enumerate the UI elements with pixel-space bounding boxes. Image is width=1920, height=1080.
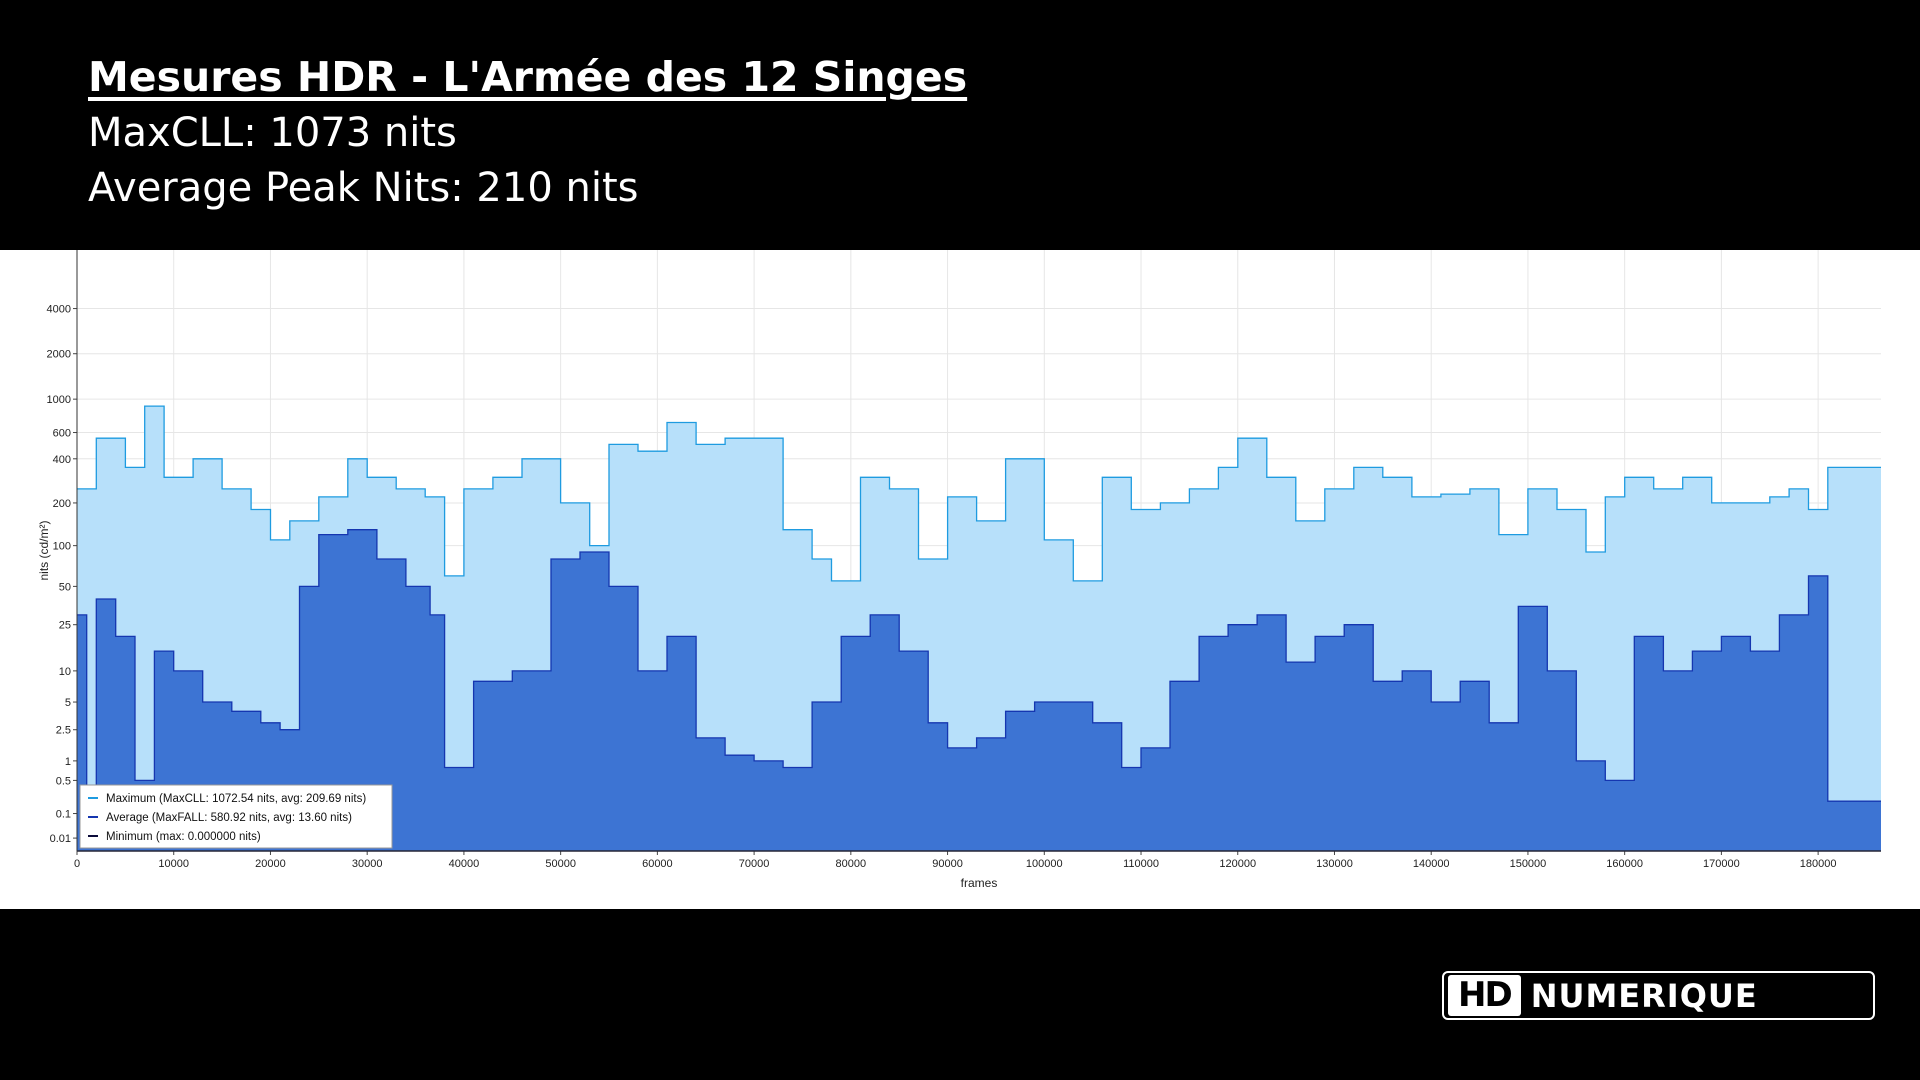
x-tick-label: 150000 xyxy=(1510,858,1547,870)
x-tick-label: 80000 xyxy=(836,858,867,870)
y-tick-label: 400 xyxy=(53,454,71,466)
y-tick-label: 1000 xyxy=(47,394,71,406)
hdr-chart-panel: 0.01 0.1 0.5 1 2.5 5 10 25 50 100 200 400 600 1000 200… xyxy=(0,250,1920,909)
x-tick-label: 0 xyxy=(74,858,80,870)
y-tick-label: 50 xyxy=(59,581,71,593)
maxcll-stat: MaxCLL: 1073 nits xyxy=(88,110,457,156)
x-tick-label: 120000 xyxy=(1219,858,1256,870)
hdr-luminance-chart: 0.01 0.1 0.5 1 2.5 5 10 25 50 100 200 400 600 1000 200… xyxy=(37,250,1881,890)
y-tick-label: 1 xyxy=(65,756,71,768)
average-series-area xyxy=(77,529,1881,851)
y-tick-label: 600 xyxy=(53,428,71,440)
average-peak-nits-stat: Average Peak Nits: 210 nits xyxy=(88,165,639,211)
x-tick-label: 170000 xyxy=(1703,858,1740,870)
y-tick-label: 100 xyxy=(53,541,71,553)
y-tick-label: 200 xyxy=(53,498,71,510)
x-tick-label: 110000 xyxy=(1123,858,1159,870)
x-tick-label: 160000 xyxy=(1606,858,1643,870)
maximum-series-line xyxy=(77,405,1881,582)
logo-hd-mark: HD xyxy=(1448,975,1521,1016)
x-tick-label: 180000 xyxy=(1800,858,1837,870)
header: Mesures HDR - L'Armée des 12 Singes MaxC… xyxy=(88,48,967,216)
x-tick-label: 30000 xyxy=(352,858,383,870)
y-axis-label: nits (cd/m²) xyxy=(37,520,51,580)
y-tick-label: 0.01 xyxy=(50,833,71,845)
x-tick-label: 40000 xyxy=(449,858,480,870)
x-tick-label: 90000 xyxy=(932,858,963,870)
x-tick-label: 20000 xyxy=(255,858,286,870)
y-tick-label: 0.1 xyxy=(56,809,71,821)
page-title: Mesures HDR - L'Armée des 12 Singes xyxy=(88,53,968,101)
x-tick-label: 140000 xyxy=(1413,858,1450,870)
hd-numerique-logo: HD NUMERIQUE xyxy=(1442,971,1875,1020)
y-tick-label: 2000 xyxy=(47,349,71,361)
x-tick-label: 60000 xyxy=(642,858,673,870)
x-tick-label: 50000 xyxy=(545,858,576,870)
y-tick-label: 4000 xyxy=(47,304,71,316)
x-tick-label: 100000 xyxy=(1026,858,1063,870)
y-tick-label: 0.5 xyxy=(56,775,71,787)
legend-entry-minimum: Minimum (max: 0.000000 nits) xyxy=(106,831,261,843)
y-tick-label: 10 xyxy=(59,666,71,678)
legend-entry-maximum: Maximum (MaxCLL: 1072.54 nits, avg: 209.… xyxy=(106,793,366,805)
x-tick-label: 10000 xyxy=(158,858,189,870)
y-tick-label: 25 xyxy=(59,620,71,632)
y-tick-label: 2.5 xyxy=(56,725,71,737)
x-axis-label: frames xyxy=(961,876,998,890)
logo-wordmark: NUMERIQUE xyxy=(1530,976,1758,1015)
x-tick-label: 70000 xyxy=(739,858,770,870)
x-tick-label: 130000 xyxy=(1316,858,1353,870)
chart-legend xyxy=(79,784,393,849)
y-tick-label: 5 xyxy=(65,697,71,709)
average-series-line xyxy=(77,529,1881,802)
legend-entry-average: Average (MaxFALL: 580.92 nits, avg: 13.6… xyxy=(106,812,352,824)
